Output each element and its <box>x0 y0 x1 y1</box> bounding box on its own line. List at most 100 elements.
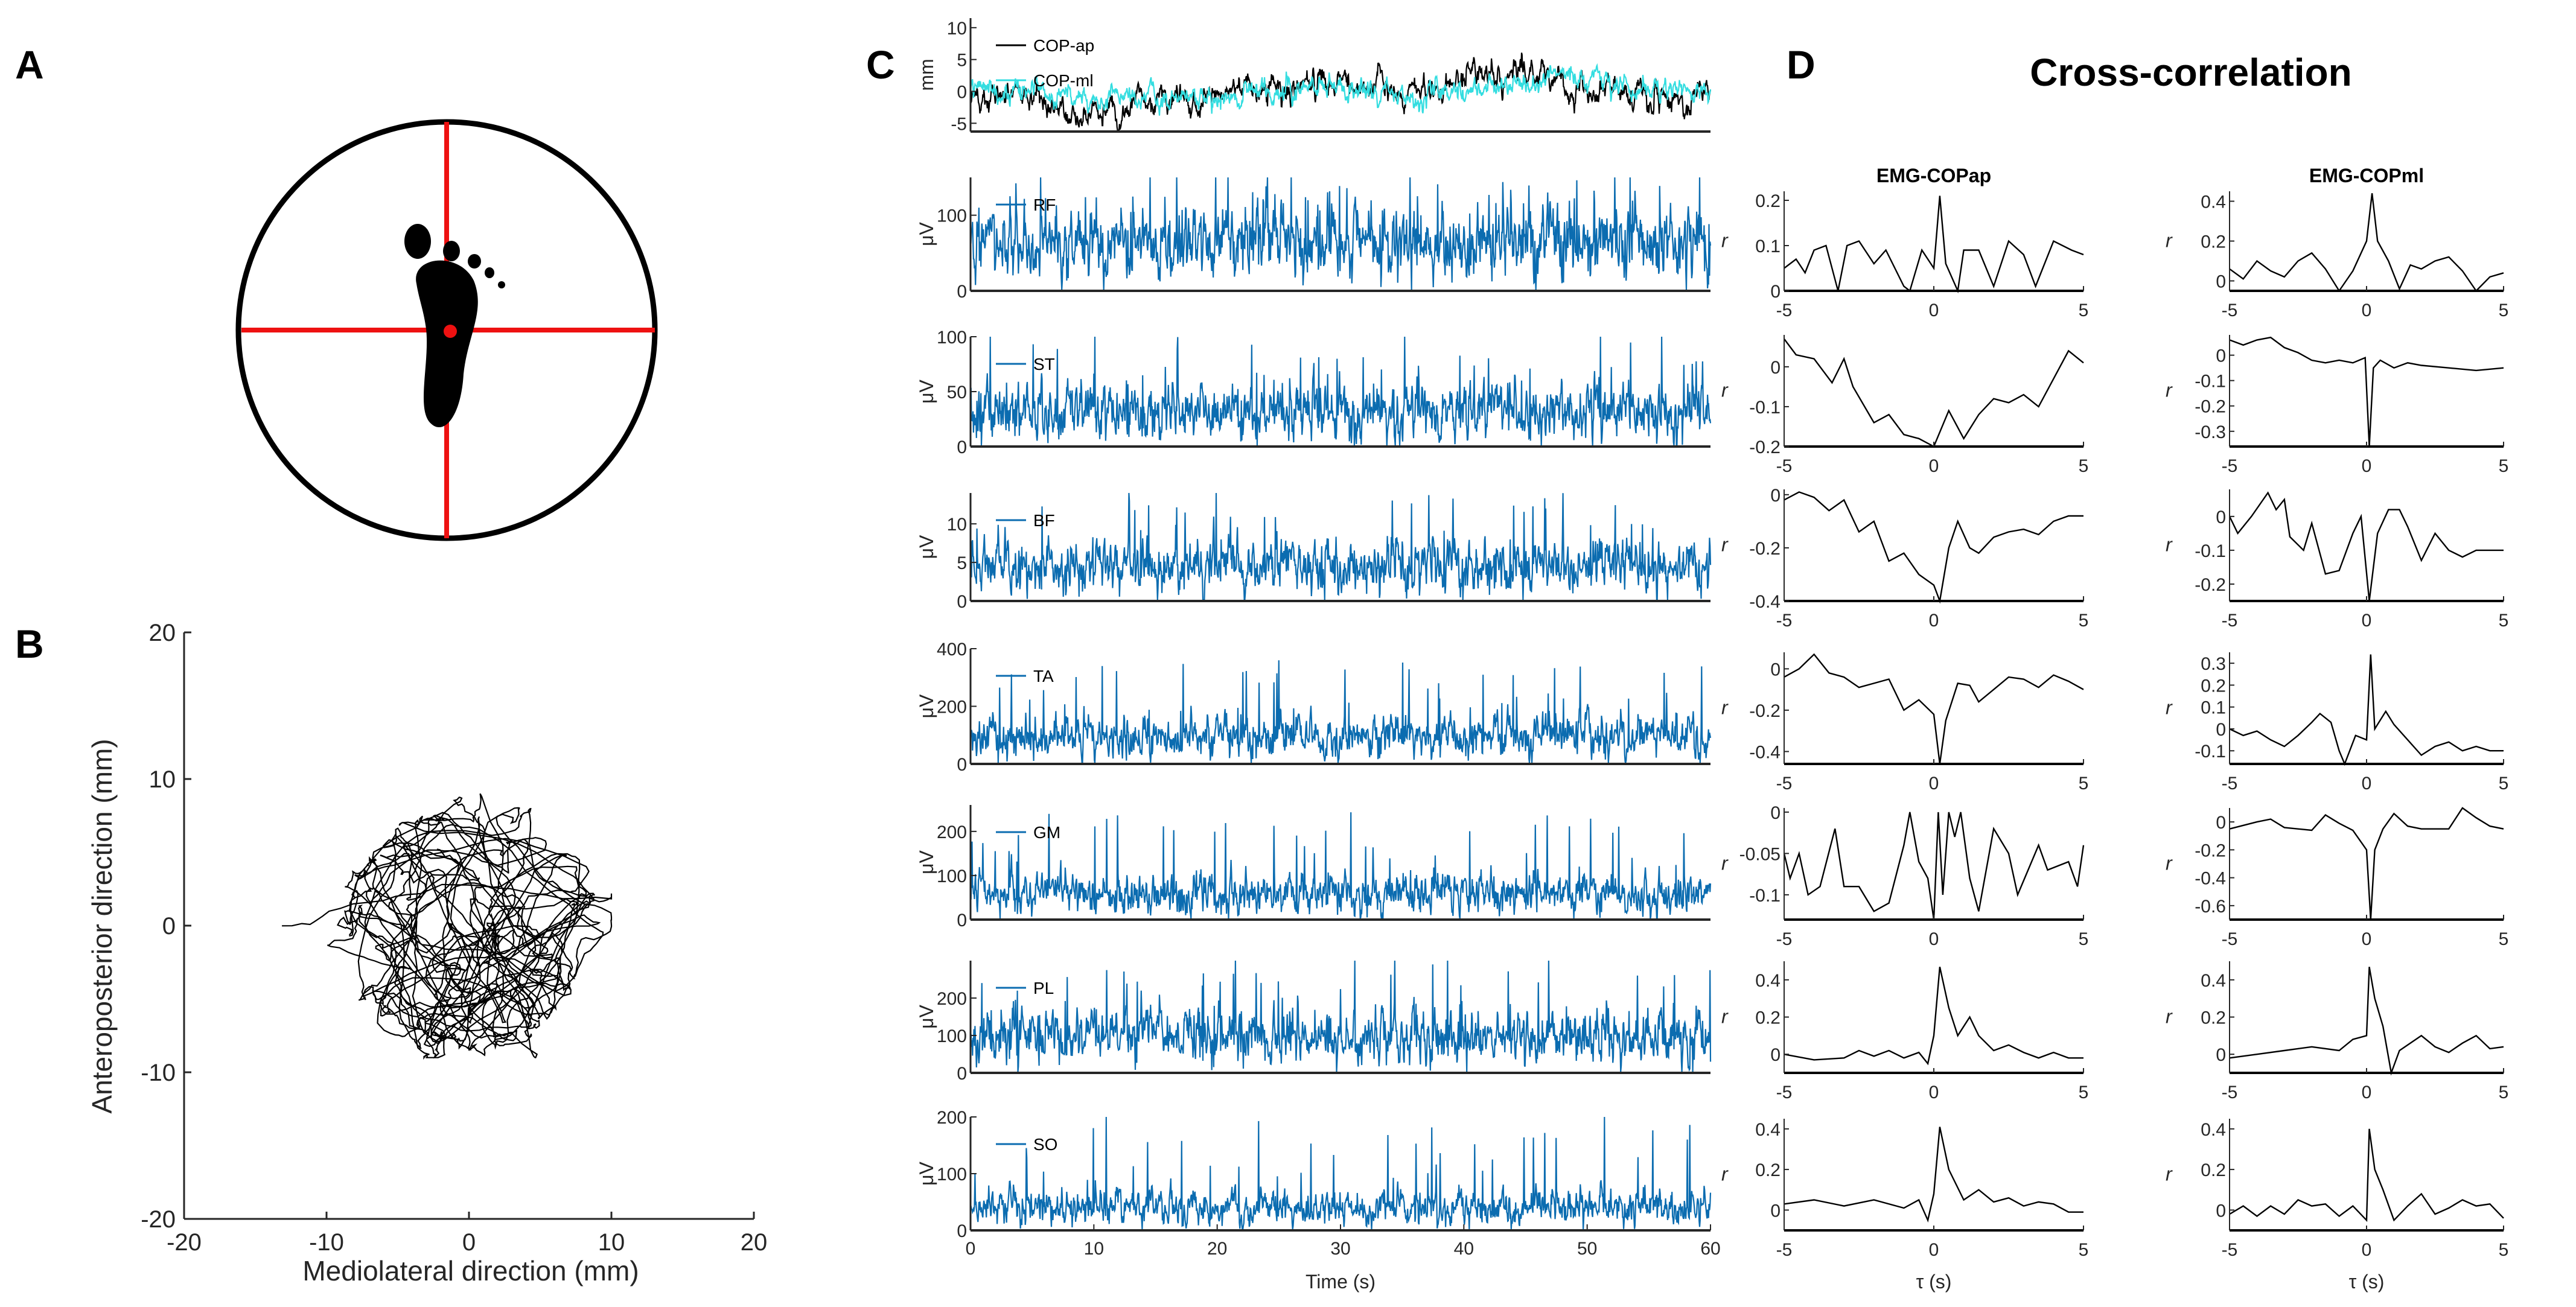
c-row-ST: ST 0 50 100 μV <box>916 328 1712 457</box>
c-y-label: μV <box>916 1004 937 1028</box>
d-y-tick-label: 0 <box>2216 720 2226 740</box>
d-correlation-curve <box>2229 807 2504 920</box>
d-x-tick-label: 5 <box>2079 774 2089 793</box>
d-y-label: r <box>2166 380 2173 401</box>
d-x-tick-label: 0 <box>1929 301 1939 320</box>
c-y-label: μV <box>916 850 937 874</box>
d-x-tick-label: 5 <box>2079 611 2089 631</box>
d-correlation-curve <box>2228 491 2504 602</box>
c-y-tick-label: 200 <box>937 698 967 717</box>
d-panel-RF-ap: -5 0 500.10.2r <box>1721 191 2088 320</box>
d-y-tick-label: 0 <box>2216 346 2226 366</box>
d-x-tick-label: 5 <box>2499 1240 2509 1260</box>
d-y-tick-label: -0.4 <box>1749 742 1781 762</box>
d-xlabel-ml: τ (s) <box>2349 1271 2385 1293</box>
d-y-tick-label: 0.2 <box>2201 1160 2226 1180</box>
d-x-tick-label: -5 <box>1776 929 1793 949</box>
c-series-SO <box>969 1116 1712 1230</box>
d-y-tick-label: 0.1 <box>1755 237 1781 256</box>
c-legend-label-COP-ap: COP-ap <box>1033 36 1094 55</box>
d-y-tick-label: -0.1 <box>2195 541 2226 561</box>
c-y-tick-label: 100 <box>937 1026 967 1046</box>
d-x-tick-label: 0 <box>1929 1083 1939 1102</box>
c-series-TA <box>969 660 1712 765</box>
d-panel-GM-ap: -5 0 5 -0.1 -0.05 0 r <box>1721 803 2088 949</box>
d-y-tick-label: 0.2 <box>1755 1160 1781 1180</box>
d-correlation-curve <box>2229 1128 2504 1223</box>
d-x-tick-label: -5 <box>2222 611 2238 631</box>
d-correlation-curve <box>1783 812 2085 920</box>
d-y-label: r <box>2166 853 2173 874</box>
c-y-tick-label: 0 <box>957 1221 967 1241</box>
d-x-tick-label: 5 <box>2499 1083 2509 1102</box>
c-legend-label-SO: SO <box>1033 1135 1057 1154</box>
d-x-tick-label: 5 <box>2499 301 2509 320</box>
b-x-tick-label: 20 <box>741 1229 768 1256</box>
d-x-tick-label: -5 <box>2222 1083 2238 1102</box>
d-x-tick-label: -5 <box>1776 611 1793 631</box>
d-y-tick-label: 0 <box>1770 1045 1781 1065</box>
d-x-tick-label: 5 <box>2079 1240 2089 1260</box>
d-y-tick-label: 0 <box>1770 486 1781 506</box>
b-x-tick-label: 10 <box>598 1229 625 1256</box>
d-panel-SO-ml: -5 0 5 0 0.2 0.4 r <box>2166 1119 2508 1260</box>
c-y-tick-label: 5 <box>957 553 967 573</box>
d-y-tick-label: 0 <box>1770 358 1781 378</box>
d-x-tick-label: -5 <box>1776 456 1793 476</box>
d-y-tick-label: 0.2 <box>2201 676 2226 696</box>
c-y-label: μV <box>916 379 937 403</box>
b-x-tick-label: -20 <box>167 1229 202 1256</box>
d-y-tick-label: -0.2 <box>2195 575 2226 595</box>
c-x-tick-label: 10 <box>1084 1239 1104 1259</box>
d-y-label: r <box>2166 230 2173 252</box>
c-y-tick-label: 10 <box>947 515 967 535</box>
d-panel-TA-ap: -5 0 5 -0.4 -0.2 0 r <box>1721 652 2088 793</box>
c-legend-label-TA: TA <box>1033 667 1054 685</box>
d-y-label: r <box>1721 697 1729 719</box>
d-y-tick-label: 0.2 <box>1755 1008 1781 1028</box>
d-x-tick-label: -5 <box>1776 1083 1793 1102</box>
c-series-RF <box>970 177 1712 290</box>
d-panel-PL-ap: -5 0 5 0 0.2 0.4 r <box>1721 961 2088 1102</box>
b-y-tick-label: 20 <box>149 620 176 646</box>
c-y-tick-label: 100 <box>937 328 967 348</box>
b-y-tick-label: -20 <box>141 1206 176 1233</box>
d-panel-PL-ml: -5 0 5 0 0.2 0.4 r <box>2166 961 2508 1102</box>
c-y-tick-label: 10 <box>947 19 967 39</box>
d-y-tick-label: 0 <box>2216 813 2226 833</box>
d-x-tick-label: 0 <box>2362 456 2372 476</box>
d-panel-GM-ml: -5 0 5 -0.6 -0.4 -0.2 0 r <box>2166 807 2508 949</box>
d-x-tick-label: 0 <box>1929 774 1939 793</box>
d-y-tick-label: 0 <box>2216 1201 2226 1221</box>
d-x-tick-label: -5 <box>1776 1240 1793 1260</box>
b-cop-trajectory <box>282 793 613 1060</box>
d-y-tick-label: 0.2 <box>2201 232 2226 252</box>
d-y-tick-label: 0.2 <box>2201 1008 2226 1028</box>
c-legend-label-PL: PL <box>1033 979 1054 997</box>
d-y-label: r <box>1721 534 1729 556</box>
d-correlation-curve <box>2229 654 2504 766</box>
center-of-pressure-dot <box>444 325 457 338</box>
c-series-BF <box>969 492 1712 601</box>
d-y-label: r <box>2166 1006 2173 1028</box>
d-xlabel-ap: τ (s) <box>1916 1271 1952 1293</box>
c-y-tick-label: 200 <box>937 989 967 1009</box>
d-y-tick-label: 0.4 <box>2201 971 2226 991</box>
d-y-tick-label: -0.2 <box>2195 397 2226 417</box>
d-y-tick-label: -0.1 <box>1749 886 1781 906</box>
d-x-tick-label: 0 <box>2362 1240 2372 1260</box>
c-row-SO: SO 0 100 200 μV 0 10 20 30 40 50 60 <box>916 1108 1721 1259</box>
d-column-header-ml: EMG-COPml <box>2309 165 2424 186</box>
d-y-tick-label: -0.1 <box>1749 398 1781 418</box>
c-y-tick-label: 200 <box>937 1108 967 1128</box>
c-y-tick-label: 0 <box>957 911 967 930</box>
d-panel-ST-ml: -5 0 5 -0.3 -0.2 -0.1 0 r <box>2166 335 2508 476</box>
c-y-label: μV <box>916 1161 937 1185</box>
d-x-tick-label: -5 <box>1776 774 1793 793</box>
c-y-tick-label: 100 <box>937 206 967 226</box>
d-y-label: r <box>1721 380 1729 401</box>
c-y-tick-label: 100 <box>937 1165 967 1185</box>
